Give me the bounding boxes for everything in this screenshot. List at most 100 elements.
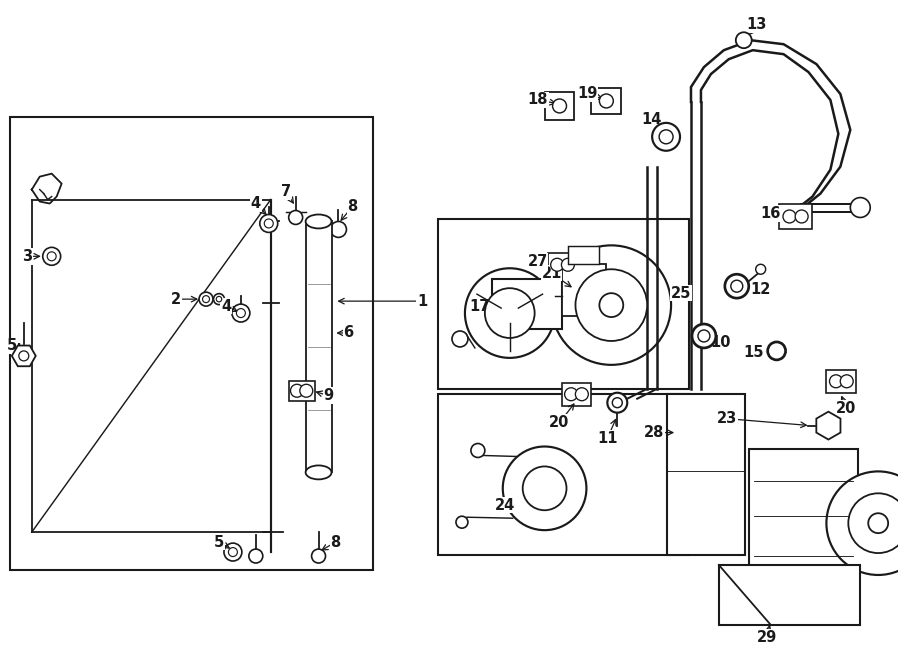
Text: 14: 14 bbox=[641, 112, 662, 128]
Text: 5: 5 bbox=[214, 535, 224, 549]
Circle shape bbox=[260, 214, 278, 233]
Ellipse shape bbox=[306, 214, 331, 229]
Circle shape bbox=[485, 288, 535, 338]
Circle shape bbox=[562, 258, 574, 271]
Circle shape bbox=[818, 416, 839, 436]
Circle shape bbox=[213, 293, 224, 305]
Text: 22: 22 bbox=[866, 511, 886, 525]
Ellipse shape bbox=[306, 465, 331, 479]
Circle shape bbox=[552, 245, 671, 365]
Text: 5: 5 bbox=[6, 338, 17, 354]
Circle shape bbox=[553, 99, 566, 113]
Text: 20: 20 bbox=[549, 415, 570, 430]
Circle shape bbox=[841, 375, 853, 388]
Circle shape bbox=[692, 324, 716, 348]
Circle shape bbox=[202, 295, 210, 303]
Circle shape bbox=[330, 221, 346, 237]
Circle shape bbox=[698, 330, 710, 342]
Bar bbox=[719, 565, 860, 625]
Circle shape bbox=[300, 384, 313, 397]
Text: 10: 10 bbox=[711, 335, 731, 350]
Circle shape bbox=[826, 471, 900, 575]
Text: 29: 29 bbox=[757, 630, 777, 645]
Circle shape bbox=[768, 342, 786, 360]
Circle shape bbox=[830, 375, 842, 388]
Circle shape bbox=[311, 549, 326, 563]
Circle shape bbox=[199, 292, 213, 306]
Circle shape bbox=[265, 219, 274, 228]
Circle shape bbox=[503, 447, 587, 530]
Text: 21: 21 bbox=[542, 266, 562, 281]
Bar bbox=[667, 394, 745, 555]
Circle shape bbox=[42, 247, 60, 265]
Bar bbox=[547, 253, 578, 276]
Bar bbox=[591, 88, 621, 114]
Bar bbox=[568, 247, 599, 264]
Text: 1: 1 bbox=[417, 293, 428, 309]
Text: 13: 13 bbox=[746, 17, 767, 32]
Text: 11: 11 bbox=[597, 431, 617, 446]
Circle shape bbox=[783, 210, 796, 223]
Circle shape bbox=[551, 258, 563, 271]
Text: 2: 2 bbox=[171, 292, 181, 307]
Bar bbox=[562, 264, 607, 316]
Circle shape bbox=[756, 264, 766, 274]
Bar bbox=[289, 381, 315, 401]
Circle shape bbox=[599, 293, 624, 317]
Bar bbox=[749, 449, 859, 598]
Circle shape bbox=[564, 388, 578, 401]
Bar bbox=[544, 92, 574, 120]
Circle shape bbox=[849, 493, 900, 553]
Text: 4: 4 bbox=[220, 299, 231, 313]
Circle shape bbox=[456, 516, 468, 528]
Circle shape bbox=[724, 274, 749, 298]
Text: 6: 6 bbox=[344, 325, 354, 340]
Text: 26: 26 bbox=[501, 325, 522, 340]
Circle shape bbox=[229, 547, 238, 557]
Circle shape bbox=[868, 513, 888, 533]
Circle shape bbox=[796, 210, 808, 223]
Text: 25: 25 bbox=[670, 286, 691, 301]
Bar bbox=[306, 221, 331, 473]
Text: 3: 3 bbox=[22, 249, 32, 264]
Text: 8: 8 bbox=[347, 199, 357, 214]
Text: 8: 8 bbox=[330, 535, 340, 549]
Text: 9: 9 bbox=[323, 388, 334, 403]
Bar bbox=[438, 219, 689, 389]
Text: 20: 20 bbox=[836, 401, 857, 416]
Text: 24: 24 bbox=[495, 498, 515, 513]
Circle shape bbox=[224, 543, 242, 561]
Circle shape bbox=[608, 393, 627, 412]
Circle shape bbox=[659, 130, 673, 144]
Text: 27: 27 bbox=[527, 254, 548, 269]
Circle shape bbox=[731, 280, 742, 292]
Circle shape bbox=[575, 388, 589, 401]
Text: 15: 15 bbox=[743, 346, 764, 360]
Text: 28: 28 bbox=[644, 425, 664, 440]
Circle shape bbox=[237, 309, 246, 317]
Circle shape bbox=[232, 304, 250, 322]
Circle shape bbox=[465, 268, 554, 358]
Bar bbox=[491, 279, 562, 329]
Circle shape bbox=[652, 123, 680, 151]
Circle shape bbox=[850, 198, 870, 217]
Circle shape bbox=[19, 351, 29, 361]
Circle shape bbox=[216, 296, 221, 302]
Text: 16: 16 bbox=[760, 206, 781, 221]
Circle shape bbox=[736, 32, 752, 48]
Bar bbox=[562, 383, 591, 406]
Circle shape bbox=[452, 331, 468, 347]
Text: 19: 19 bbox=[577, 87, 598, 102]
Circle shape bbox=[47, 252, 56, 261]
Circle shape bbox=[523, 467, 566, 510]
Circle shape bbox=[248, 549, 263, 563]
Circle shape bbox=[289, 210, 302, 225]
Circle shape bbox=[291, 384, 303, 397]
Text: 18: 18 bbox=[527, 93, 548, 108]
Text: 12: 12 bbox=[751, 282, 771, 297]
Bar bbox=[438, 394, 689, 555]
Text: 23: 23 bbox=[716, 411, 737, 426]
Circle shape bbox=[575, 269, 647, 341]
Circle shape bbox=[471, 444, 485, 457]
Bar bbox=[10, 117, 373, 570]
